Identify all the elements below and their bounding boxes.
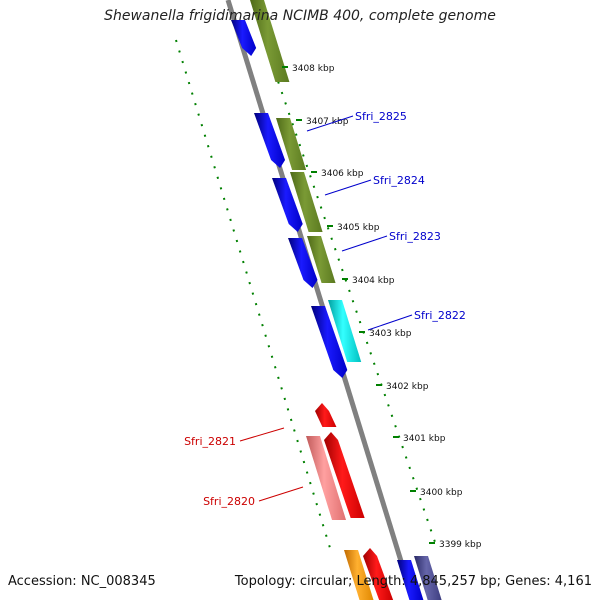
- gene-label[interactable]: Sfri_2820: [203, 495, 255, 508]
- track-background: [180, 30, 438, 600]
- gene-leader-line: [341, 235, 388, 252]
- gene-leader-line: [239, 427, 285, 442]
- genome-summary: Topology: circular; Length: 4,845,257 bp…: [234, 574, 592, 589]
- gene-label[interactable]: Sfri_2824: [373, 174, 425, 187]
- cog-bar[interactable]: [344, 550, 374, 600]
- gene-leader-line: [306, 115, 354, 132]
- cog-bar[interactable]: [414, 556, 442, 600]
- cog-bar[interactable]: [328, 300, 362, 362]
- gene-arrow-forward[interactable]: [231, 20, 257, 56]
- scale-label: 3399 kbp: [439, 540, 482, 550]
- gene-arrow-forward[interactable]: [272, 178, 303, 232]
- gene-arrow-forward[interactable]: [254, 113, 286, 168]
- gene-arrow-reverse[interactable]: [324, 432, 365, 518]
- gene-arrow-reverse[interactable]: [363, 548, 394, 600]
- gene-label[interactable]: Sfri_2821: [184, 435, 236, 448]
- genome-title: Shewanella frigidimarina NCIMB 400, comp…: [104, 8, 496, 24]
- gene-arrow-forward[interactable]: [288, 238, 318, 288]
- gene-arrow-reverse[interactable]: [315, 403, 337, 427]
- gene-leader-line: [367, 314, 413, 331]
- scale-label: 3404 kbp: [352, 276, 395, 286]
- cog-bar[interactable]: [276, 118, 307, 170]
- gene-label[interactable]: Sfri_2823: [389, 230, 441, 243]
- scale-label: 3406 kbp: [321, 169, 364, 179]
- scale-label: 3400 kbp: [420, 488, 463, 498]
- scale-label: 3408 kbp: [292, 64, 335, 74]
- genome-backbone: [225, 0, 416, 600]
- gene-arrow-forward[interactable]: [397, 560, 424, 600]
- inner-tick-track: [175, 39, 331, 549]
- outer-tick-track: [263, 39, 438, 549]
- cog-bar[interactable]: [290, 172, 323, 232]
- scale-label: 3403 kbp: [369, 329, 412, 339]
- scale-label: 3401 kbp: [403, 434, 446, 444]
- cog-bar[interactable]: [307, 236, 336, 283]
- accession-text: Accession: NC_008345: [8, 574, 156, 589]
- gene-leader-line: [324, 179, 372, 196]
- cog-bar[interactable]: [250, 0, 290, 82]
- gene-label[interactable]: Sfri_2825: [355, 110, 407, 123]
- scale-label: 3407 kbp: [306, 117, 349, 127]
- scale-label: 3405 kbp: [337, 223, 380, 233]
- scale-label: 3402 kbp: [386, 382, 429, 392]
- gene-arrow-forward[interactable]: [311, 306, 348, 378]
- gene-leader-line: [258, 486, 304, 502]
- cog-bar[interactable]: [306, 436, 347, 520]
- gene-label[interactable]: Sfri_2822: [414, 309, 466, 322]
